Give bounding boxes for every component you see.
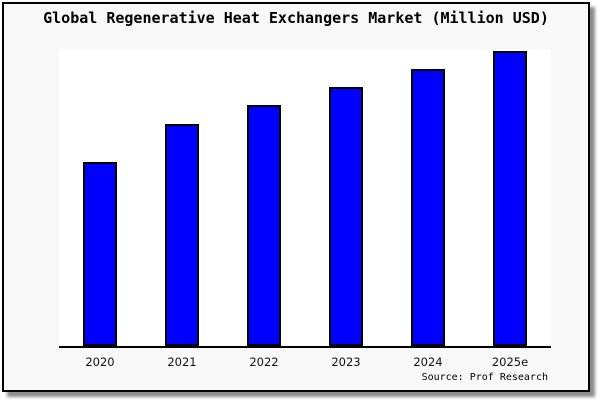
bar-2025e (493, 51, 527, 346)
chart-title: Global Regenerative Heat Exchangers Mark… (43, 9, 549, 27)
x-tick-label-2025e: 2025e (491, 355, 529, 369)
bars-row (59, 49, 551, 346)
x-tick-label-2023: 2023 (331, 355, 361, 369)
bar-2023 (329, 87, 363, 346)
bar-2022 (247, 105, 281, 346)
bar-slot-2021 (141, 49, 223, 346)
bar-slot-2022 (223, 49, 305, 346)
chart-frame: Global Regenerative Heat Exchangers Mark… (2, 2, 590, 392)
x-tick-label-2022: 2022 (249, 355, 279, 369)
bar-slot-2020 (59, 49, 141, 346)
bar-2020 (83, 161, 117, 346)
source-label: Source: Prof Research (421, 372, 548, 383)
bar-slot-2023 (305, 49, 387, 346)
x-axis-labels: 2020 2021 2022 2023 2024 2025e (59, 355, 551, 369)
x-tick-label-2020: 2020 (85, 355, 115, 369)
bar-slot-2024 (387, 49, 469, 346)
x-tick-label-2024: 2024 (413, 355, 443, 369)
plot-area (59, 49, 551, 348)
bar-2021 (165, 123, 199, 346)
bar-2024 (411, 69, 445, 346)
x-tick-label-2021: 2021 (167, 355, 197, 369)
bar-slot-2025e (469, 49, 551, 346)
